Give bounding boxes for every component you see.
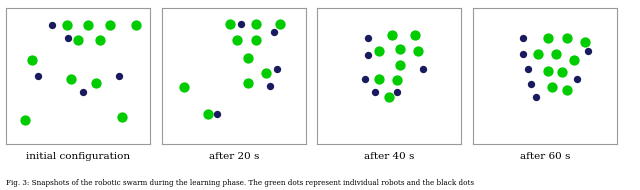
Point [203, 113, 213, 116]
Point [525, 83, 536, 86]
Point [569, 58, 579, 61]
Point [370, 91, 380, 94]
Point [532, 53, 543, 56]
Point [531, 95, 541, 98]
Point [392, 79, 402, 82]
Point [394, 63, 404, 66]
Point [114, 74, 124, 78]
Point [522, 68, 532, 71]
Point [413, 50, 424, 53]
Point [387, 33, 397, 36]
Point [363, 54, 373, 57]
Point [392, 91, 402, 94]
Point [417, 68, 428, 71]
Point [236, 22, 246, 25]
Point [360, 77, 370, 80]
Point [95, 39, 105, 42]
Point [116, 116, 127, 119]
Point [83, 24, 93, 27]
Point [583, 50, 593, 53]
Point [260, 72, 271, 75]
Point [63, 36, 74, 39]
Text: after 20 s: after 20 s [209, 152, 259, 161]
Point [27, 58, 37, 61]
Point [66, 77, 76, 80]
Point [77, 91, 88, 94]
Point [211, 113, 222, 116]
Point [269, 31, 280, 34]
Point [363, 36, 373, 39]
Point [74, 39, 83, 42]
Point [561, 36, 572, 39]
Point [572, 77, 582, 80]
Point [384, 95, 394, 98]
Point [543, 36, 553, 39]
Text: initial configuration: initial configuration [26, 152, 131, 161]
Point [232, 39, 242, 42]
Text: after 60 s: after 60 s [520, 152, 570, 161]
Point [374, 50, 385, 53]
Point [580, 40, 590, 43]
Point [265, 84, 275, 87]
Point [557, 70, 568, 73]
Point [518, 36, 529, 39]
Point [61, 24, 72, 27]
Point [547, 86, 557, 89]
Point [410, 33, 420, 36]
Point [561, 88, 572, 91]
Point [374, 77, 385, 80]
Point [179, 86, 189, 89]
Point [47, 24, 58, 27]
Point [275, 22, 285, 25]
Text: Fig. 3: Snapshots of the robotic swarm during the learning phase. The green dots: Fig. 3: Snapshots of the robotic swarm d… [6, 179, 474, 187]
Point [250, 22, 260, 25]
Point [250, 39, 260, 42]
Point [91, 81, 101, 84]
Point [272, 68, 282, 71]
Point [518, 53, 529, 56]
Point [394, 47, 404, 50]
Point [243, 81, 253, 84]
Point [243, 57, 253, 60]
Point [131, 24, 141, 27]
Point [225, 22, 235, 25]
Point [33, 74, 44, 78]
Point [543, 69, 553, 72]
Point [20, 118, 30, 121]
Point [105, 24, 115, 27]
Text: after 40 s: after 40 s [364, 152, 415, 161]
Point [552, 53, 562, 56]
